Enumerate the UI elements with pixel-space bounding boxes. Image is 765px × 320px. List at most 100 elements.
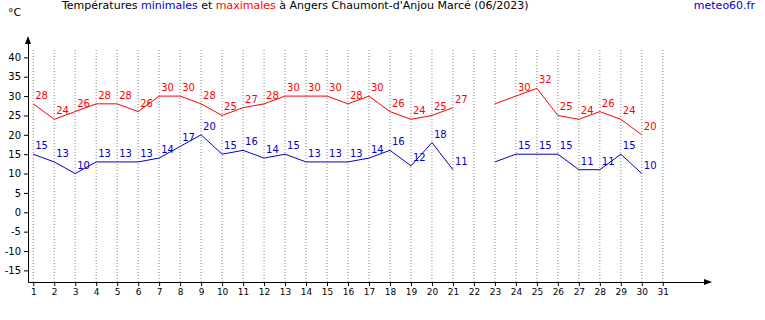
data-label: 28 — [350, 90, 363, 101]
data-label: 14 — [161, 144, 174, 155]
data-label: 13 — [350, 148, 363, 159]
tick-mark — [138, 282, 139, 286]
data-label: 27 — [245, 94, 258, 105]
data-label: 15 — [560, 140, 573, 151]
tick: 30 — [8, 91, 28, 102]
data-label: 20 — [644, 121, 657, 132]
data-label: 20 — [203, 121, 216, 132]
tick-label: 6 — [136, 287, 142, 297]
tick-mark — [159, 282, 160, 286]
grid — [33, 48, 663, 282]
tick-mark — [390, 282, 391, 286]
tick-mark — [285, 282, 286, 286]
data-label: 15 — [539, 140, 552, 151]
tick-mark — [600, 282, 601, 286]
tick-mark — [243, 282, 244, 286]
data-label: 28 — [35, 90, 48, 101]
grid-line — [431, 48, 432, 282]
grid-line — [473, 48, 474, 282]
grid-line — [327, 48, 328, 282]
grid-line — [494, 48, 495, 282]
tick-mark — [306, 282, 307, 286]
tick-mark — [411, 282, 412, 286]
grid-line — [201, 48, 202, 282]
tick-label: 20 — [8, 130, 21, 141]
tick: 18 — [385, 282, 397, 297]
y-axis-title: °C — [8, 6, 22, 19]
data-label: 30 — [161, 82, 174, 93]
grid-line — [557, 48, 558, 282]
tick-mark — [24, 232, 28, 233]
data-label: 24 — [56, 105, 69, 116]
tick-mark — [369, 282, 370, 286]
tick: 22 — [469, 282, 480, 297]
tick-label: 35 — [8, 71, 21, 82]
grid-line — [536, 48, 537, 282]
data-label: 16 — [392, 136, 405, 147]
tick-mark — [348, 282, 349, 286]
title-series-name: maximales — [216, 0, 276, 12]
grid-line — [620, 48, 621, 282]
tick-mark — [24, 154, 28, 155]
grid-line — [75, 48, 76, 282]
data-label: 24 — [623, 105, 636, 116]
data-label: 13 — [140, 148, 153, 159]
data-label: 14 — [371, 144, 384, 155]
axis-arrow — [25, 36, 31, 44]
tick-label: 11 — [238, 287, 249, 297]
tick-label: 1 — [31, 287, 37, 297]
data-label: 11 — [602, 156, 615, 167]
grid-line — [348, 48, 349, 282]
data-label: 13 — [119, 148, 132, 159]
grid-line — [159, 48, 160, 282]
data-label: 13 — [329, 148, 342, 159]
tick-mark — [96, 282, 97, 286]
tick-label: 25 — [532, 287, 543, 297]
tick-label: 22 — [469, 287, 480, 297]
tick-mark — [24, 251, 28, 252]
data-label: 10 — [644, 160, 657, 171]
data-label: 11 — [455, 156, 468, 167]
tick: 20 — [8, 130, 28, 141]
tick: 6 — [136, 282, 142, 297]
tick-label: 4 — [94, 287, 100, 297]
tick-mark — [24, 212, 28, 213]
title: Températures minimales et maximales à An… — [61, 0, 529, 12]
grid-line — [96, 48, 97, 282]
grid-line — [599, 48, 600, 282]
tick-mark — [474, 282, 475, 286]
tick-label: 0 — [15, 207, 21, 218]
tick-mark — [579, 282, 580, 286]
tick: 25 — [8, 110, 28, 121]
data-label: 26 — [602, 98, 615, 109]
grid-line — [369, 48, 370, 282]
tick-mark — [24, 135, 28, 136]
tick: 13 — [280, 282, 291, 297]
data-label: 26 — [140, 98, 153, 109]
data-label: 27 — [455, 94, 468, 105]
series-line — [33, 88, 642, 134]
tick-mark — [222, 282, 223, 286]
data-label: 15 — [623, 140, 636, 151]
data-label: 24 — [581, 105, 594, 116]
tick-mark — [24, 115, 28, 116]
data-label: 30 — [287, 82, 300, 93]
tick: 10 — [8, 168, 28, 179]
tick-label: 5 — [15, 188, 21, 199]
tick-mark — [75, 282, 76, 286]
title-part: Températures — [61, 0, 141, 12]
grid-line — [243, 48, 244, 282]
tick-mark — [558, 282, 559, 286]
tick-label: 20 — [427, 287, 439, 297]
tick-mark — [663, 282, 664, 286]
tick-label: 29 — [616, 287, 628, 297]
tick: -5 — [11, 226, 28, 237]
tick-label: 19 — [406, 287, 418, 297]
tick-label: 8 — [178, 287, 184, 297]
tick: 40 — [8, 52, 28, 63]
tick-label: 25 — [8, 110, 21, 121]
tick-mark — [117, 282, 118, 286]
data-label: 11 — [581, 156, 594, 167]
tick: 15 — [8, 149, 28, 160]
tick-label: 21 — [448, 287, 459, 297]
